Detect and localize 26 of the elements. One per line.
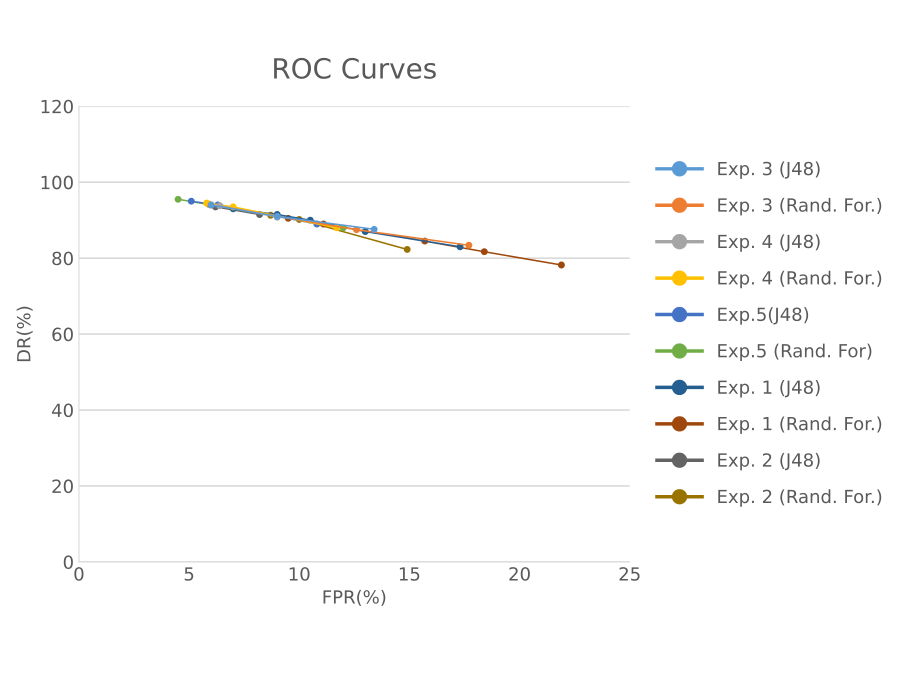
- y-tick-label: 120: [42, 100, 73, 114]
- legend-label: Exp.5(J48): [718, 307, 808, 325]
- legend-label: Exp. 4 (Rand. For.): [718, 270, 882, 288]
- x-tick-label: 20: [509, 567, 530, 581]
- x-tick-label: 25: [620, 567, 640, 581]
- y-tick-label: 80: [52, 252, 73, 266]
- x-tick-label: 15: [400, 567, 420, 581]
- legend-label: Exp. 4 (J48): [718, 234, 820, 252]
- legend-label: Exp. 3 (J48): [718, 161, 820, 179]
- legend-label: Exp. 3 (Rand. For.): [718, 198, 882, 216]
- y-tick-label: 40: [52, 403, 73, 418]
- legend-label: Exp.5 (Rand. For): [718, 344, 872, 362]
- y-tick-label: 100: [42, 176, 73, 190]
- y-tick-label: 20: [52, 479, 73, 494]
- legend-label: Exp. 1 (Rand. For.): [718, 416, 882, 434]
- legend-label: Exp. 2 (Rand. For.): [718, 489, 882, 507]
- y-tick-label: 0: [64, 555, 73, 570]
- x-tick-label: 0: [74, 567, 84, 581]
- y-tick-label: 60: [52, 328, 73, 342]
- y-axis-title: DR(%): [16, 306, 33, 362]
- legend-label: Exp. 2 (J48): [718, 452, 820, 470]
- x-axis-title: FPR(%): [324, 590, 386, 606]
- chart-title: ROC Curves: [274, 58, 436, 79]
- x-tick-label: 5: [184, 567, 194, 581]
- x-tick-label: 10: [290, 567, 310, 581]
- legend-label: Exp. 1 (J48): [718, 380, 820, 398]
